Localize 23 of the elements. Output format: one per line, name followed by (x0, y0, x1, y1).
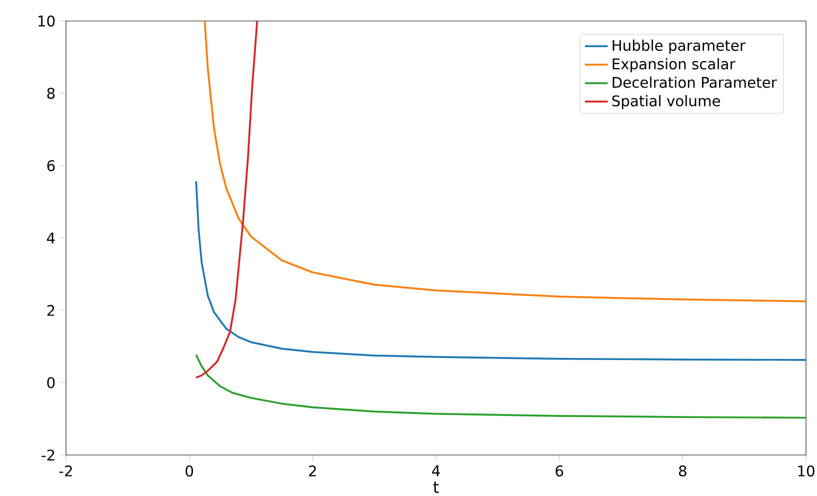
legend-label: Expansion scalar (612, 58, 736, 72)
x-tick-label: 2 (309, 465, 316, 476)
y-tick-label: 10 (38, 15, 55, 27)
y-tick-label: 0 (47, 377, 55, 388)
x-tick-label: 10 (798, 465, 814, 476)
y-tick-label: 6 (47, 160, 55, 172)
x-tick-label: 6 (556, 465, 564, 476)
line-series (195, 20, 258, 379)
line-series (204, 20, 806, 302)
x-axis-title: t (433, 482, 439, 493)
line-series (195, 180, 806, 361)
y-tick-label: -2 (42, 450, 54, 460)
y-tick-label: 8 (47, 88, 55, 99)
x-tick-label: 4 (432, 465, 440, 476)
line-series (195, 354, 806, 419)
y-tick-label: 2 (47, 304, 54, 316)
legend-label: Spatial volume (612, 95, 720, 110)
x-tick-label: 0 (186, 465, 194, 476)
legend-label: Hubble parameter (612, 40, 746, 54)
x-tick-label: 8 (679, 465, 686, 476)
x-tick-label: -2 (59, 465, 72, 476)
legend-label: Decelration Parameter (612, 76, 777, 88)
y-tick-label: 4 (46, 232, 55, 244)
